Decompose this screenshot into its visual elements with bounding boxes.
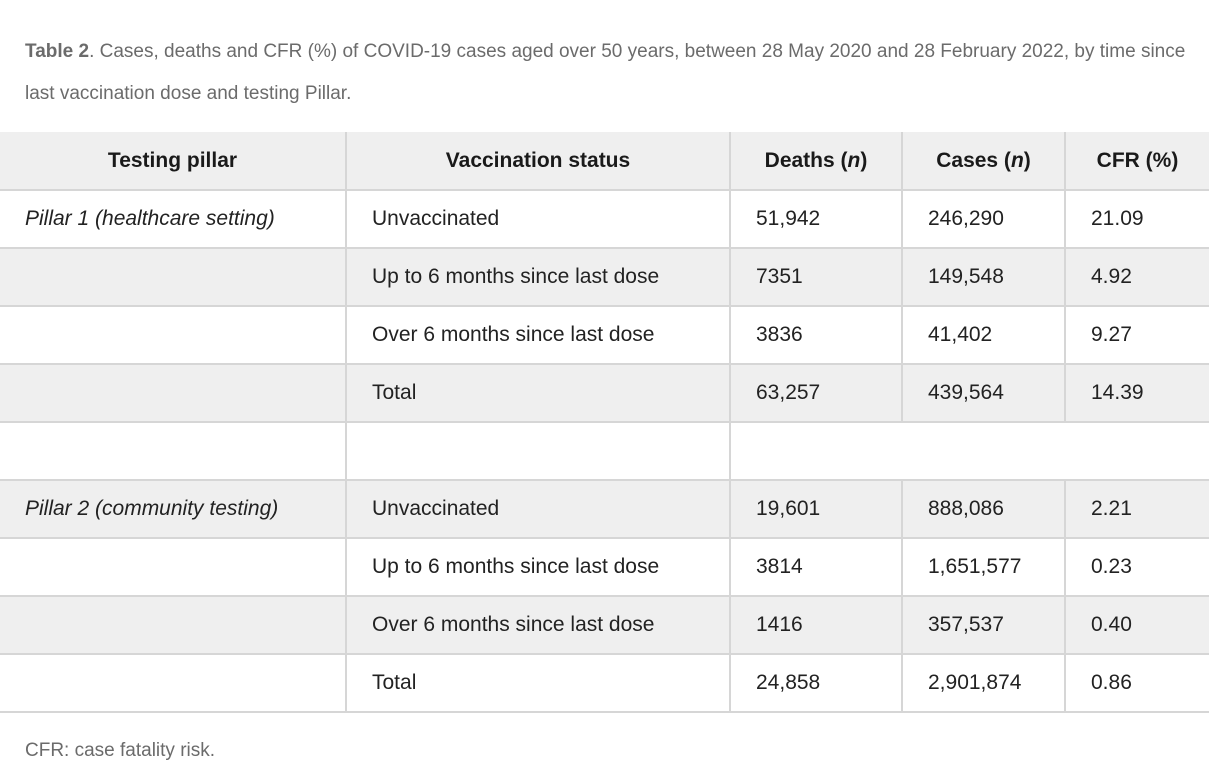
spacer-cell [730,422,1209,481]
cell-cases: 439,564 [902,364,1066,423]
header-vaccination-status: Vaccination status [346,132,731,191]
cell-pillar: Pillar 1 (healthcare setting) [0,190,347,249]
cell-pillar [0,364,347,423]
cell-cases: 888,086 [902,480,1066,539]
cell-status: Unvaccinated [346,480,731,539]
table-row: Up to 6 months since last dose 7351 149,… [0,248,1209,307]
table-row: Over 6 months since last dose 1416 357,5… [0,596,1209,655]
cell-status: Total [346,364,731,423]
table-caption-label: Table 2 [25,41,90,62]
cell-cfr: 0.40 [1065,596,1209,655]
table-spacer-row [0,422,1209,481]
cell-status: Total [346,654,731,713]
table-footnote: CFR: case fatality risk. [25,740,216,761]
cell-status: Up to 6 months since last dose [346,538,731,597]
cell-cases: 2,901,874 [902,654,1066,713]
table-caption-text: . Cases, deaths and CFR (%) of COVID-19 … [25,41,1186,104]
cell-pillar [0,248,347,307]
cell-cases: 149,548 [902,248,1066,307]
cell-cases: 1,651,577 [902,538,1066,597]
cell-pillar: Pillar 2 (community testing) [0,480,347,539]
table-row: Up to 6 months since last dose 3814 1,65… [0,538,1209,597]
table-row: Pillar 2 (community testing) Unvaccinate… [0,480,1209,539]
data-table: Testing pillar Vaccination status Deaths… [0,132,1209,713]
cell-cases: 357,537 [902,596,1066,655]
cell-cases: 246,290 [902,190,1066,249]
cell-status: Up to 6 months since last dose [346,248,731,307]
cell-deaths: 24,858 [730,654,903,713]
cell-deaths: 63,257 [730,364,903,423]
cell-pillar [0,306,347,365]
cell-deaths: 7351 [730,248,903,307]
cell-deaths: 51,942 [730,190,903,249]
cell-pillar [0,654,347,713]
spacer-cell [346,422,731,481]
cell-deaths: 3836 [730,306,903,365]
cell-cfr: 0.23 [1065,538,1209,597]
header-cases: Cases (n) [902,132,1066,191]
header-cfr: CFR (%) [1065,132,1209,191]
header-deaths: Deaths (n) [730,132,903,191]
table-caption: Table 2. Cases, deaths and CFR (%) of CO… [25,31,1190,115]
cell-deaths: 3814 [730,538,903,597]
table-row: Over 6 months since last dose 3836 41,40… [0,306,1209,365]
cell-cfr: 4.92 [1065,248,1209,307]
cell-status: Over 6 months since last dose [346,306,731,365]
table-row: Total 24,858 2,901,874 0.86 [0,654,1209,713]
spacer-cell [0,422,347,481]
cell-cfr: 21.09 [1065,190,1209,249]
cell-cfr: 14.39 [1065,364,1209,423]
cell-deaths: 19,601 [730,480,903,539]
cell-pillar [0,596,347,655]
cell-cfr: 2.21 [1065,480,1209,539]
cell-pillar [0,538,347,597]
cell-cfr: 0.86 [1065,654,1209,713]
cell-status: Unvaccinated [346,190,731,249]
table-row: Pillar 1 (healthcare setting) Unvaccinat… [0,190,1209,249]
table-header-row: Testing pillar Vaccination status Deaths… [0,132,1209,191]
cell-status: Over 6 months since last dose [346,596,731,655]
cell-cases: 41,402 [902,306,1066,365]
cell-cfr: 9.27 [1065,306,1209,365]
header-testing-pillar: Testing pillar [0,132,347,191]
cell-deaths: 1416 [730,596,903,655]
table-row: Total 63,257 439,564 14.39 [0,364,1209,423]
